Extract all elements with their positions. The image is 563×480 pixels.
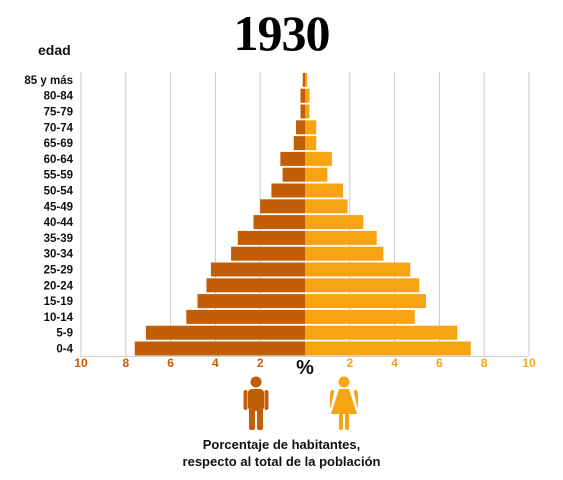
x-tick-label: 8 <box>481 356 488 370</box>
x-tick-label: 10 <box>522 356 536 370</box>
bar-male <box>302 72 305 87</box>
population-pyramid: 85 y más 80-84 75-79 70-74 65-69 60-64 55-59 50… <box>24 72 536 379</box>
age-group-label: 5-9 <box>56 328 73 340</box>
bar-male <box>186 309 305 324</box>
bar-female <box>305 294 426 309</box>
bar-male <box>300 88 305 103</box>
bar-male <box>145 325 305 340</box>
age-group-label: 55-59 <box>44 170 73 182</box>
bar-female <box>305 120 317 135</box>
bar-male <box>253 215 305 230</box>
bar-female <box>305 215 364 230</box>
bar-female <box>305 88 310 103</box>
age-group-label: 80-84 <box>44 91 74 103</box>
x-tick-label: 4 <box>391 356 398 370</box>
age-group-label: 20-24 <box>44 280 74 292</box>
bar-male <box>271 183 305 198</box>
bar-male <box>300 104 305 119</box>
chart-title: 1930 <box>233 5 331 61</box>
bar-female <box>305 246 384 261</box>
bar-female <box>305 183 344 198</box>
age-group-label: 25-29 <box>44 265 73 277</box>
bar-female <box>305 167 328 182</box>
x-tick-label: 6 <box>167 356 174 370</box>
bar-female <box>305 136 317 151</box>
x-axis-unit: % <box>296 357 314 379</box>
age-group-label: 85 y más <box>24 75 73 87</box>
bar-male <box>293 136 305 151</box>
age-group-label: 15-19 <box>44 296 73 308</box>
x-tick-label: 10 <box>74 356 88 370</box>
bar-female <box>305 72 308 87</box>
bar-male <box>280 151 305 166</box>
bar-male <box>197 294 305 309</box>
chart-caption: Porcentaje de habitantes, respecto al to… <box>0 436 563 470</box>
x-tick-label: 2 <box>346 356 353 370</box>
age-group-label: 65-69 <box>44 138 73 150</box>
bar-female <box>305 104 310 119</box>
age-group-label: 40-44 <box>44 217 74 229</box>
age-group-label: 35-39 <box>44 233 73 245</box>
bar-male <box>260 199 305 214</box>
age-group-label: 60-64 <box>44 154 74 166</box>
y-axis-label: edad <box>38 42 71 58</box>
bar-male <box>237 230 305 245</box>
bar-male <box>210 262 305 277</box>
man-icon <box>243 376 269 430</box>
x-tick-label: 4 <box>212 356 219 370</box>
bar-female <box>305 262 411 277</box>
bar-female <box>305 230 377 245</box>
bar-male <box>296 120 305 135</box>
bar-male <box>282 167 305 182</box>
bar-female <box>305 151 332 166</box>
bar-female <box>305 309 415 324</box>
age-group-label: 70-74 <box>44 122 74 134</box>
bar-male <box>134 341 305 356</box>
bar-female <box>305 278 420 293</box>
age-group-label: 50-54 <box>44 186 74 198</box>
x-tick-label: 8 <box>122 356 129 370</box>
caption-line-2: respecto al total de la población <box>182 454 381 469</box>
x-tick-label: 2 <box>257 356 264 370</box>
bar-male <box>206 278 305 293</box>
bar-female <box>305 199 348 214</box>
x-tick-label: 6 <box>436 356 443 370</box>
age-group-label: 30-34 <box>44 249 74 261</box>
woman-icon <box>330 376 358 430</box>
bar-male <box>231 246 305 261</box>
caption-line-1: Porcentaje de habitantes, <box>202 437 361 452</box>
age-group-label: 0-4 <box>56 344 73 356</box>
age-group-label: 10-14 <box>44 312 74 324</box>
bar-female <box>305 341 471 356</box>
age-group-label: 75-79 <box>44 107 73 119</box>
age-group-label: 45-49 <box>44 201 73 213</box>
bar-female <box>305 325 458 340</box>
